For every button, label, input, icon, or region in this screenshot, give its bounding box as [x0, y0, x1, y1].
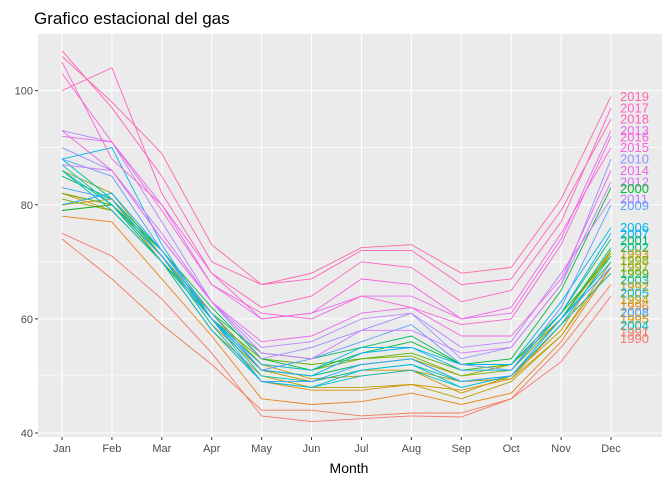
series-line-1992: [61, 198, 612, 383]
chart-title: Grafico estacional del gas: [34, 9, 230, 28]
x-axis: Jan Feb Mar Apr May Jun Jul Aug Sep Oct Nov Dec: [53, 437, 621, 455]
series-label-1990: 1990: [620, 331, 649, 346]
series-line-1996: [61, 215, 612, 405]
series-label-2001: 2001: [620, 233, 649, 248]
grid-major: [38, 33, 662, 437]
series-label-2000: 2000: [620, 181, 649, 196]
series-label-2003: 2003: [620, 273, 649, 288]
series-line-2015: [61, 61, 612, 320]
series-label-2014: 2014: [620, 163, 649, 178]
series-line-2006: [61, 147, 612, 371]
series-line-2018: [61, 50, 612, 286]
series-label-1994: 1994: [620, 292, 649, 307]
x-tick-label: May: [251, 443, 272, 455]
y-tick-label: 60: [21, 314, 33, 326]
series-label-2018: 2018: [620, 112, 649, 127]
plot-panel: [38, 33, 662, 437]
series-label-2019: 2019: [620, 89, 649, 104]
x-tick-label: Feb: [102, 443, 121, 455]
series-label-1999: 1999: [620, 266, 649, 281]
series-label-2009: 2009: [620, 198, 649, 213]
series-line-2004: [61, 164, 612, 388]
series-line-2001: [61, 175, 612, 365]
series-line-2011: [61, 130, 612, 348]
x-tick-label: Sep: [451, 443, 471, 455]
series-label-2005: 2005: [620, 286, 649, 301]
series-line-2019: [61, 56, 612, 286]
series-label-1995: 1995: [620, 312, 649, 327]
x-tick-label: Aug: [402, 443, 422, 455]
series-label-1997: 1997: [620, 260, 649, 275]
series-label-1998: 1998: [620, 253, 649, 268]
series-label-2011: 2011: [620, 192, 648, 207]
x-tick-label: Nov: [551, 443, 571, 455]
series-label-2007: 2007: [620, 227, 649, 242]
x-tick-label: Apr: [203, 443, 220, 455]
series-labels: 2019201720182013201620152010201420122000…: [620, 89, 649, 346]
y-tick-label: 100: [15, 86, 33, 98]
series-label-2013: 2013: [620, 123, 649, 138]
x-tick-label: Jun: [303, 443, 321, 455]
series-line-2014: [61, 130, 612, 343]
series-line-2008: [61, 187, 612, 383]
grid-minor: [38, 33, 662, 377]
x-tick-label: Mar: [152, 443, 171, 455]
y-tick-label: 80: [21, 200, 33, 212]
series-label-2016: 2016: [620, 130, 649, 145]
series-label-2006: 2006: [620, 220, 649, 235]
series-line-2009: [61, 158, 612, 371]
x-tick-label: Dec: [601, 443, 621, 455]
y-axis: 40 60 80 100: [15, 86, 38, 440]
series-line-1991: [61, 238, 612, 417]
series-label-2004: 2004: [620, 318, 649, 333]
series-label-2002: 2002: [620, 240, 649, 255]
series-label-2017: 2017: [620, 100, 649, 115]
series-label-2012: 2012: [620, 174, 649, 189]
series-line-2012: [61, 164, 612, 360]
series-line-2000: [61, 187, 612, 371]
series-label-1996: 1996: [620, 299, 649, 314]
series-label-1992: 1992: [620, 279, 649, 294]
x-tick-label: Oct: [503, 443, 520, 455]
series-line-2007: [61, 192, 612, 377]
x-axis-title: Month: [330, 460, 369, 476]
series-line-2016: [61, 73, 612, 326]
x-tick-label: Jul: [354, 443, 368, 455]
y-tick-label: 40: [21, 428, 33, 440]
series-line-2013: [61, 130, 612, 320]
series-label-2008: 2008: [620, 305, 649, 320]
series-label-2015: 2015: [620, 140, 649, 155]
series-lines: [61, 50, 612, 423]
series-label-2010: 2010: [620, 152, 649, 167]
series-label-1991: 1991: [620, 325, 649, 340]
series-line-1990: [61, 232, 612, 423]
series-label-1993: 1993: [620, 247, 649, 262]
series-line-2017: [61, 67, 612, 308]
x-tick-label: Jan: [53, 443, 71, 455]
